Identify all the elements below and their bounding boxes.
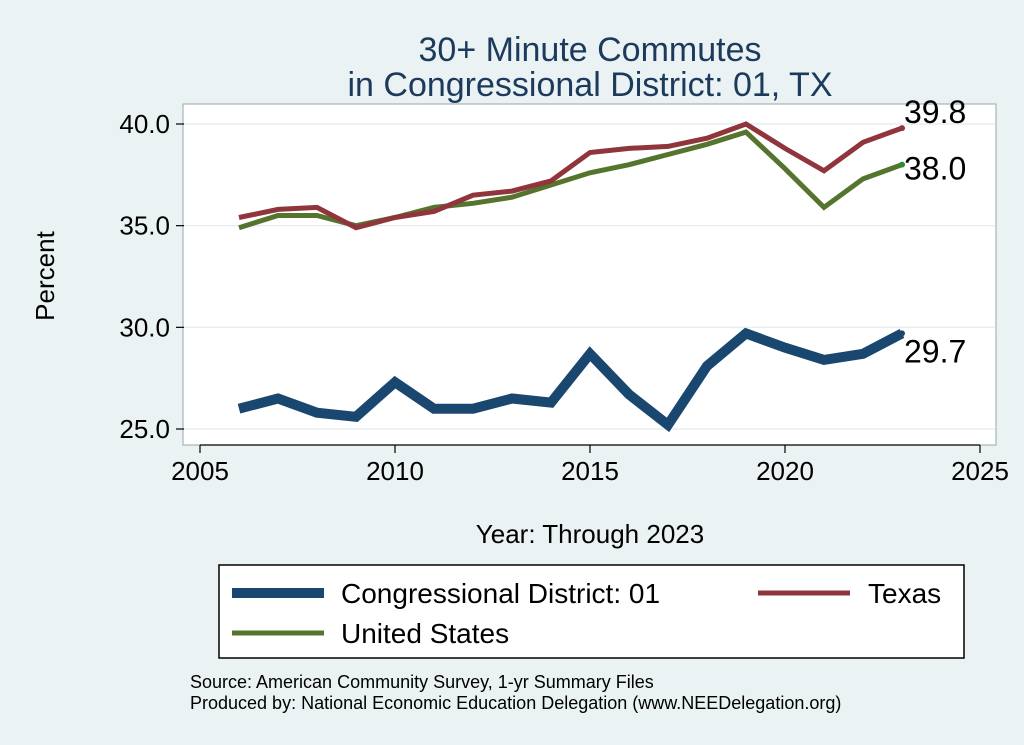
x-axis-label: Year: Through 2023 [476, 519, 704, 549]
legend-label-united-states: United States [341, 618, 509, 649]
legend: Congressional District: 01 Texas United … [218, 564, 965, 659]
y-tick-label: 25.0 [119, 414, 170, 444]
x-tick-label: 2025 [951, 456, 1009, 486]
chart-title-line2: in Congressional District: 01, TX [347, 66, 832, 104]
chart-title-line1: 30+ Minute Commutes [419, 31, 762, 69]
series-line-texas [238, 121, 903, 231]
end-labels: 29.7 39.8 38.0 [899, 94, 966, 369]
x-tick-label: 2005 [171, 456, 229, 486]
legend-label-texas: Texas [868, 578, 941, 609]
gridlines [184, 123, 995, 430]
end-marker-united-states [899, 161, 905, 168]
end-label-texas: 39.8 [904, 94, 966, 130]
axes: 25.0 30.0 35.0 40.0 2005 2010 2015 2020 2025 [119, 109, 1009, 486]
series-lines [237, 121, 905, 433]
producer-note: Produced by: National Economic Education… [190, 693, 841, 713]
x-tick-label: 2020 [756, 456, 814, 486]
end-label-united-states: 38.0 [904, 151, 966, 187]
series-line-district [237, 327, 905, 433]
x-tick-label: 2015 [561, 456, 619, 486]
plot-area [182, 103, 997, 446]
x-tick-label: 2010 [366, 456, 424, 486]
end-marker-district [899, 330, 905, 337]
source-note: Source: American Community Survey, 1-yr … [190, 672, 654, 692]
legend-box [218, 564, 965, 659]
end-marker-texas [899, 125, 905, 132]
end-label-district: 29.7 [904, 333, 966, 369]
legend-label-district: Congressional District: 01 [341, 578, 660, 609]
y-axis-label: Percent [30, 230, 60, 320]
y-tick-label: 40.0 [119, 109, 170, 139]
y-tick-label: 35.0 [119, 211, 170, 241]
y-tick-label: 30.0 [119, 312, 170, 342]
